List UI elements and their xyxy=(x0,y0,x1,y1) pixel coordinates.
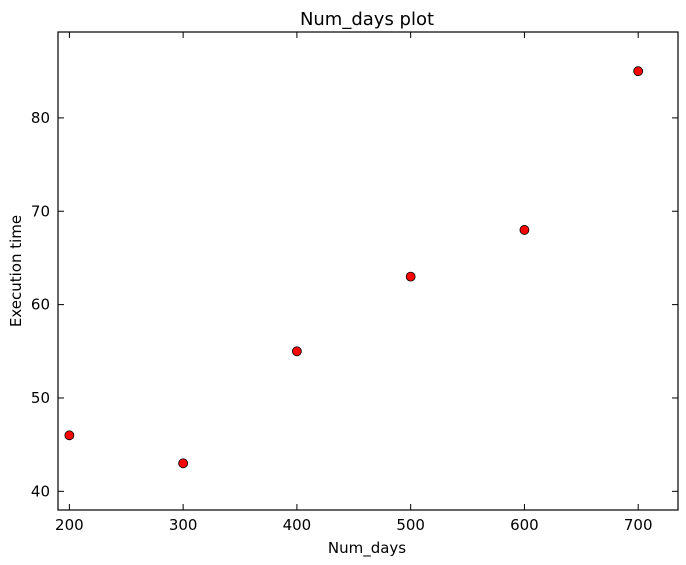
x-tick-label: 300 xyxy=(169,516,198,534)
data-point xyxy=(633,66,644,77)
plot-area xyxy=(58,32,678,510)
data-point xyxy=(291,346,302,357)
y-axis-label: Execution time xyxy=(7,215,25,327)
y-axis-ticks: 40 50 60 70 80 xyxy=(31,109,678,500)
x-tick-label: 400 xyxy=(283,516,312,534)
plot-frame xyxy=(57,31,679,511)
x-tick-label: 500 xyxy=(396,516,425,534)
x-axis-label: Num_days xyxy=(328,539,406,558)
x-tick-label: 700 xyxy=(624,516,653,534)
y-tick-label: 70 xyxy=(31,202,50,220)
data-point xyxy=(178,458,189,469)
x-tick-label: 200 xyxy=(55,516,84,534)
data-point xyxy=(519,225,530,235)
x-tick-label: 600 xyxy=(510,516,539,534)
y-tick-label: 80 xyxy=(31,109,50,127)
data-point xyxy=(64,430,75,441)
data-point xyxy=(405,271,416,282)
data-points xyxy=(64,66,644,469)
chart-title: Num_days plot xyxy=(300,9,434,30)
y-tick-label: 40 xyxy=(31,482,50,500)
y-tick-label: 60 xyxy=(31,296,50,314)
x-axis-ticks: 200 300 400 500 600 700 xyxy=(55,32,653,534)
y-tick-label: 50 xyxy=(31,389,50,407)
